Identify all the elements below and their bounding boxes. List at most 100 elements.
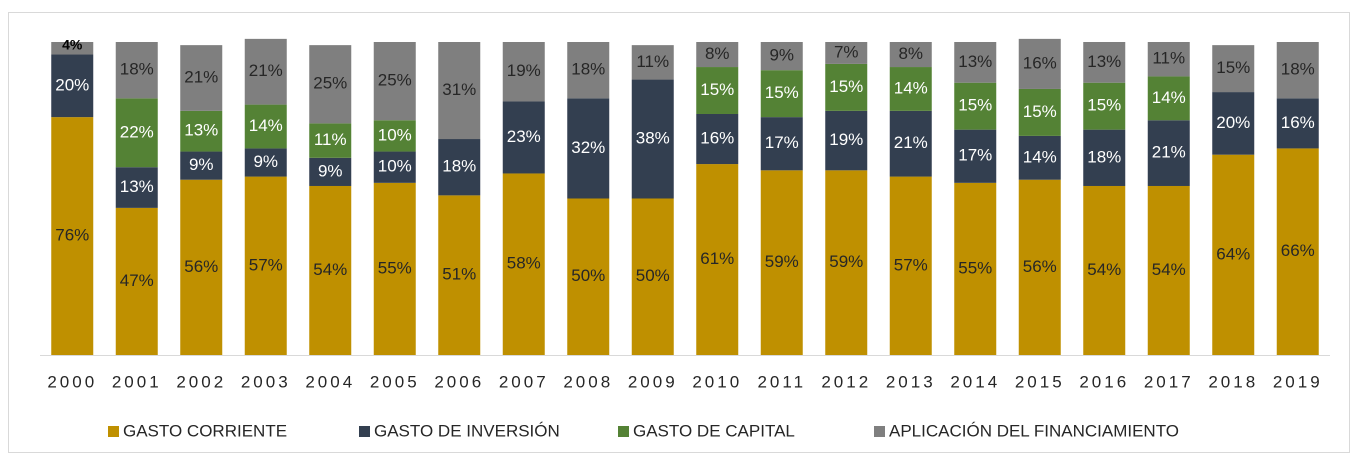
x-tick-label: 2003 [241, 372, 291, 391]
data-label: 58% [507, 254, 541, 273]
data-label: 59% [829, 252, 863, 271]
data-label: 47% [120, 271, 154, 290]
bar-segment [438, 195, 481, 355]
data-label: 54% [1087, 260, 1121, 279]
data-label: 16% [1281, 113, 1315, 132]
data-label: 56% [184, 257, 218, 276]
bar-segment [1276, 148, 1319, 355]
bar-segment [567, 98, 610, 199]
data-label: 13% [958, 52, 992, 71]
bar-segment [889, 176, 932, 355]
bar-segment [889, 110, 932, 177]
x-tick-label: 2009 [628, 372, 678, 391]
bar-segment [696, 113, 739, 165]
data-label: 9% [253, 152, 278, 171]
x-tick-label: 2019 [1273, 372, 1323, 391]
x-tick-label: 2015 [1015, 372, 1065, 391]
legend-swatch [359, 426, 370, 437]
bar-segment [825, 63, 868, 111]
data-label: 8% [705, 44, 730, 63]
data-label: 18% [1087, 147, 1121, 166]
data-label: 13% [1087, 52, 1121, 71]
data-label: 10% [378, 125, 412, 144]
data-label: 66% [1281, 241, 1315, 260]
data-label: 31% [442, 80, 476, 99]
bar-segment [1018, 135, 1061, 180]
data-label: 20% [55, 75, 89, 94]
bar-segment [954, 182, 997, 355]
data-label: 19% [507, 61, 541, 80]
data-label: 64% [1216, 244, 1250, 263]
data-label: 17% [958, 146, 992, 165]
x-tick-label: 2005 [370, 372, 420, 391]
bar-segment [825, 110, 868, 171]
x-tick-label: 2017 [1144, 372, 1194, 391]
bar-segment [115, 42, 158, 99]
data-label: 11% [314, 130, 347, 149]
bar-segment [1083, 129, 1126, 186]
x-tick-label: 2018 [1208, 372, 1258, 391]
bar-segment [631, 198, 674, 355]
data-label: 76% [55, 226, 89, 245]
data-label: 57% [249, 255, 283, 274]
bar-segment [1276, 98, 1319, 149]
bar-segment [760, 42, 803, 71]
data-label: 15% [1087, 96, 1121, 115]
x-tick-label: 2000 [47, 372, 97, 391]
bar-segment [244, 104, 287, 149]
data-label: 10% [378, 157, 412, 176]
legend-label: GASTO DE INVERSIÓN [374, 421, 560, 440]
x-tick-label: 2016 [1079, 372, 1129, 391]
bar-segment [115, 167, 158, 208]
data-label: 15% [1216, 58, 1250, 77]
data-label: 54% [1152, 260, 1186, 279]
x-tick-label: 2011 [757, 372, 806, 391]
data-label: 14% [1023, 147, 1057, 166]
bar-segment [1018, 38, 1061, 89]
bar-segment [760, 170, 803, 355]
data-label: 8% [898, 44, 923, 63]
data-label: 9% [318, 161, 343, 180]
data-label: 57% [894, 255, 928, 274]
bar-segment [1147, 42, 1190, 77]
bar-segment [1018, 179, 1061, 355]
bar-segment [1212, 92, 1255, 155]
data-label: 56% [1023, 257, 1057, 276]
bar-segment [502, 101, 545, 174]
bar-segment [760, 70, 803, 118]
bar-segment [51, 54, 94, 118]
bar-segment [51, 42, 94, 55]
bar-segment [115, 98, 158, 168]
data-label: 18% [120, 60, 154, 79]
data-label: 55% [378, 258, 412, 277]
legend-label: GASTO CORRIENTE [123, 421, 287, 440]
bar-segment [180, 151, 223, 180]
bar-segment [954, 42, 997, 83]
chart-frame [8, 12, 1350, 453]
data-label: 21% [184, 67, 218, 86]
bar-segment [502, 42, 545, 102]
bar-segment [244, 148, 287, 177]
bar-segment [631, 79, 674, 199]
bar-segment [1276, 42, 1319, 99]
data-label: 61% [700, 249, 734, 268]
bar-segment [502, 173, 545, 355]
bar-segment [373, 151, 416, 183]
bar-segment [438, 42, 481, 140]
data-label: 14% [894, 78, 928, 97]
bar-segment [954, 82, 997, 130]
x-tick-label: 2008 [563, 372, 613, 391]
bar-segment [438, 139, 481, 196]
data-label: 21% [894, 133, 928, 152]
x-tick-label: 2001 [112, 372, 162, 391]
bar-segment [373, 42, 416, 121]
data-label: 18% [571, 60, 605, 79]
data-label: 15% [700, 80, 734, 99]
data-label: 15% [829, 77, 863, 96]
x-tick-label: 2012 [821, 372, 871, 391]
x-tick-label: 2014 [950, 372, 1000, 391]
bar-segment [1147, 185, 1190, 355]
bar-segment [1083, 185, 1126, 355]
data-label: 38% [636, 129, 670, 148]
bar-segment [760, 117, 803, 171]
